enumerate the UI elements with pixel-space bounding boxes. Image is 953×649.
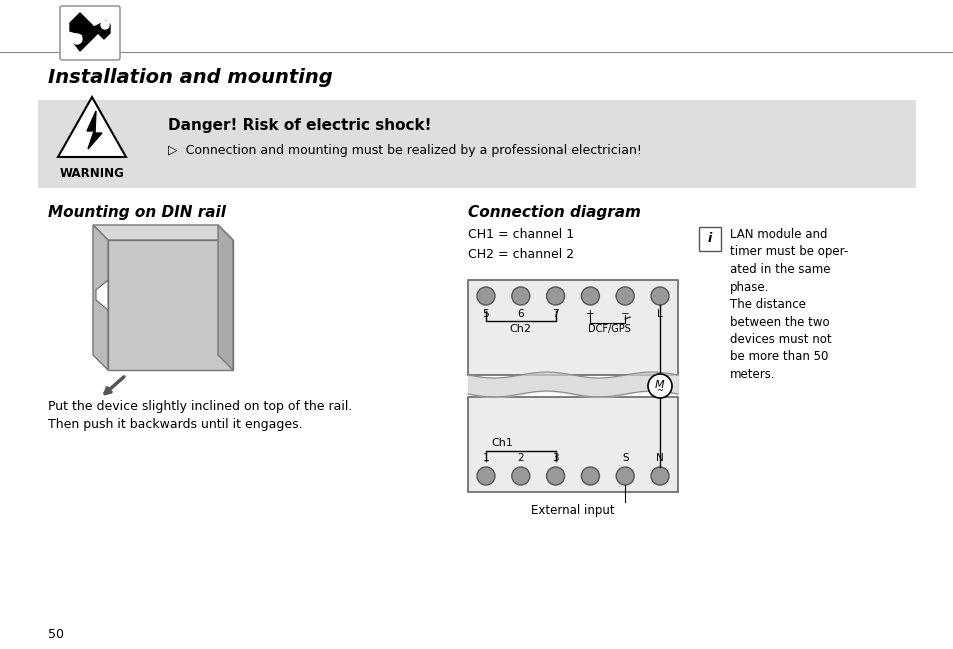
Text: S: S <box>621 453 628 463</box>
Text: N: N <box>656 453 663 463</box>
Text: Then push it backwards until it engages.: Then push it backwards until it engages. <box>48 418 302 431</box>
Text: ~: ~ <box>656 387 662 395</box>
Polygon shape <box>92 225 233 240</box>
Circle shape <box>546 467 564 485</box>
Text: DCF/GPS: DCF/GPS <box>588 324 631 334</box>
FancyBboxPatch shape <box>468 397 678 492</box>
FancyBboxPatch shape <box>699 227 720 251</box>
Circle shape <box>616 287 634 305</box>
Text: Connection diagram: Connection diagram <box>468 205 640 220</box>
Circle shape <box>476 287 495 305</box>
Circle shape <box>476 467 495 485</box>
Text: Ch1: Ch1 <box>491 438 513 448</box>
Text: CH1 = channel 1: CH1 = channel 1 <box>468 228 574 241</box>
Text: M: M <box>655 380 664 390</box>
Polygon shape <box>70 13 110 51</box>
Text: Put the device slightly inclined on top of the rail.: Put the device slightly inclined on top … <box>48 400 352 413</box>
FancyBboxPatch shape <box>38 100 915 188</box>
Polygon shape <box>87 111 102 149</box>
Text: CH2 = channel 2: CH2 = channel 2 <box>468 248 574 261</box>
Text: 6: 6 <box>517 309 523 319</box>
Text: i: i <box>707 232 711 245</box>
Circle shape <box>650 467 668 485</box>
Text: Danger! Risk of electric shock!: Danger! Risk of electric shock! <box>168 118 431 133</box>
Circle shape <box>546 287 564 305</box>
Circle shape <box>580 467 598 485</box>
Polygon shape <box>96 280 108 310</box>
FancyBboxPatch shape <box>468 280 678 375</box>
Polygon shape <box>58 97 126 157</box>
Text: 5: 5 <box>482 309 489 319</box>
Polygon shape <box>218 225 233 370</box>
FancyBboxPatch shape <box>60 6 120 60</box>
Text: Ch2: Ch2 <box>509 324 531 334</box>
Circle shape <box>650 287 668 305</box>
Text: 50: 50 <box>48 628 64 641</box>
Text: ▷  Connection and mounting must be realized by a professional electrician!: ▷ Connection and mounting must be realiz… <box>168 144 641 157</box>
Text: 2: 2 <box>517 453 523 463</box>
Circle shape <box>616 467 634 485</box>
Text: WARNING: WARNING <box>59 167 124 180</box>
Text: 7: 7 <box>552 309 558 319</box>
Text: Mounting on DIN rail: Mounting on DIN rail <box>48 205 226 220</box>
Polygon shape <box>108 240 233 370</box>
Polygon shape <box>92 225 108 370</box>
Text: LAN module and
timer must be oper-
ated in the same
phase.
The distance
between : LAN module and timer must be oper- ated … <box>729 228 847 381</box>
Circle shape <box>71 34 82 44</box>
Circle shape <box>101 21 109 29</box>
Text: −: − <box>620 309 629 319</box>
Circle shape <box>511 467 529 485</box>
Text: 1: 1 <box>482 453 489 463</box>
Text: +: + <box>585 309 594 319</box>
Text: Installation and mounting: Installation and mounting <box>48 68 333 87</box>
Text: 3: 3 <box>552 453 558 463</box>
Circle shape <box>580 287 598 305</box>
Text: External input: External input <box>531 504 614 517</box>
Text: L: L <box>657 309 662 319</box>
Circle shape <box>511 287 529 305</box>
Circle shape <box>647 374 671 398</box>
